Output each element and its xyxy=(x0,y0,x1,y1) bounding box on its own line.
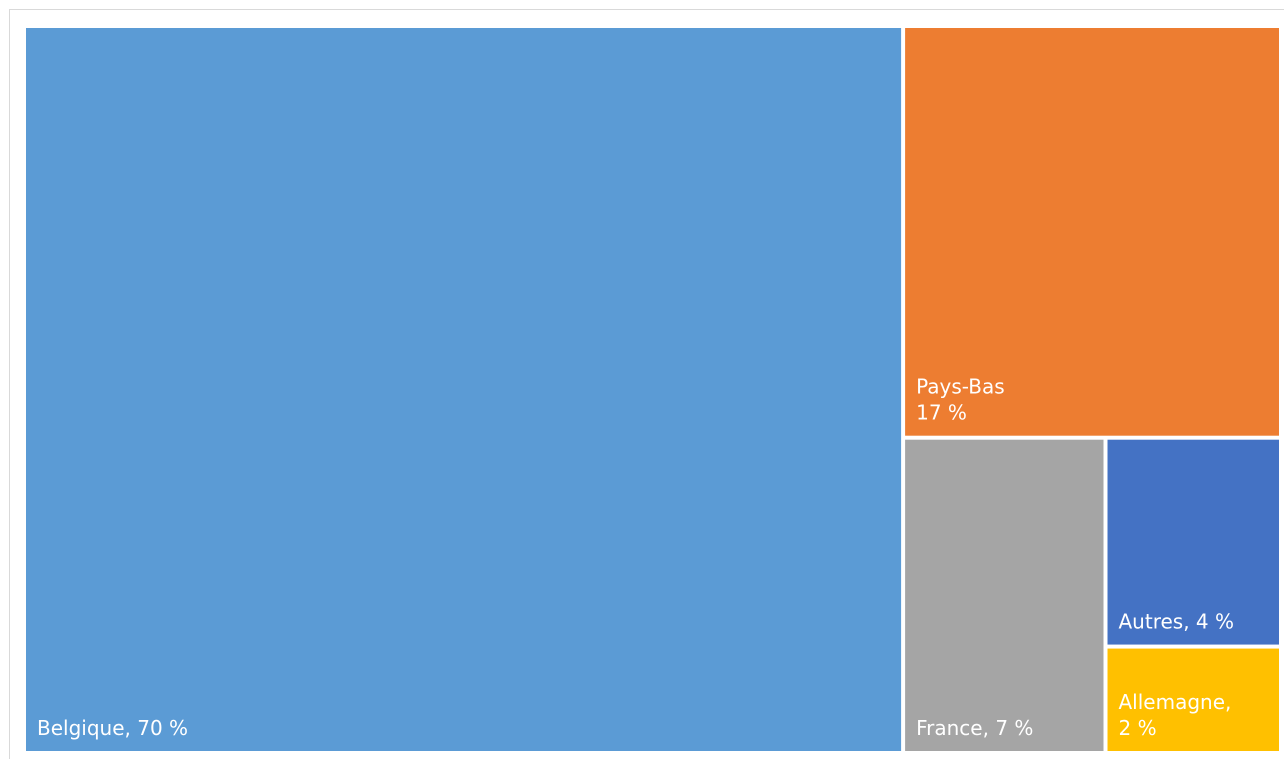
tile-rect-france xyxy=(905,439,1104,751)
tile-label-allemagne-1: Allemagne, xyxy=(1119,690,1232,714)
chart-frame xyxy=(9,9,1284,759)
tile-label-pays-bas-1: Pays-Bas xyxy=(916,375,1005,399)
tile-france: France, 7 % xyxy=(905,439,1104,751)
tile-rect-pays-bas xyxy=(905,28,1279,436)
tile-belgique: Belgique, 70 % xyxy=(26,28,902,751)
tile-label-autres: Autres, 4 % xyxy=(1119,610,1235,634)
tile-label-pays-bas-2: 17 % xyxy=(916,401,967,425)
tile-label-allemagne-2: 2 % xyxy=(1119,716,1157,740)
tile-label-france: France, 7 % xyxy=(916,716,1033,740)
tile-rect-allemagne xyxy=(1107,648,1279,751)
tile-autres: Autres, 4 % xyxy=(1107,439,1279,645)
tile-rect-autres xyxy=(1107,439,1279,645)
tile-allemagne: Allemagne,2 % xyxy=(1107,648,1279,751)
tile-label-belgique: Belgique, 70 % xyxy=(37,716,188,740)
tile-rect-belgique xyxy=(26,28,902,751)
